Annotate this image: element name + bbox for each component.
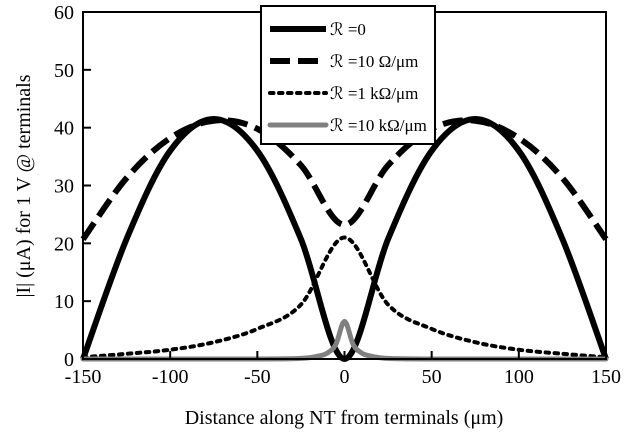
legend-items: ℛ =0 ℛ =10 Ω/μm ℛ =1 kΩ/μm ℛ =10 kΩ/μm bbox=[267, 20, 427, 135]
x-tick-label: 50 bbox=[422, 366, 442, 388]
legend-label-4: ℛ =10 kΩ/μm bbox=[330, 116, 427, 135]
y-tick-label: 20 bbox=[54, 233, 74, 255]
series-line-3 bbox=[81, 235, 608, 360]
x-tick-label: -50 bbox=[244, 366, 271, 388]
legend: ℛ =0 ℛ =10 Ω/μm ℛ =1 kΩ/μm ℛ =10 kΩ/μm bbox=[260, 5, 436, 145]
y-tick-label: 40 bbox=[54, 118, 74, 140]
x-tick-label: 150 bbox=[591, 366, 621, 388]
y-tick-label: 0 bbox=[64, 349, 74, 371]
x-tick-label: -100 bbox=[152, 366, 189, 388]
legend-label-3: ℛ =1 kΩ/μm bbox=[330, 84, 418, 103]
x-tick-label: -150 bbox=[65, 366, 102, 388]
x-tick-label: 0 bbox=[340, 366, 350, 388]
y-axis-title: |I| (μA) for 1 V @ terminals bbox=[13, 74, 35, 297]
series-layer bbox=[80, 115, 609, 363]
x-tick-label: 100 bbox=[504, 366, 534, 388]
y-tick-label: 30 bbox=[54, 176, 74, 198]
legend-label-2: ℛ =10 Ω/μm bbox=[330, 52, 418, 71]
x-axis-title: Distance along NT from terminals (μm) bbox=[185, 407, 504, 429]
y-tick-label: 50 bbox=[54, 60, 74, 82]
legend-label-1: ℛ =0 bbox=[330, 20, 366, 39]
y-tick-label: 10 bbox=[54, 291, 74, 313]
y-tick-label: 60 bbox=[54, 2, 74, 24]
ticks-layer: -150 -100 -50 0 50 100 150 0 10 20 30 40 50 60 bbox=[54, 2, 621, 388]
